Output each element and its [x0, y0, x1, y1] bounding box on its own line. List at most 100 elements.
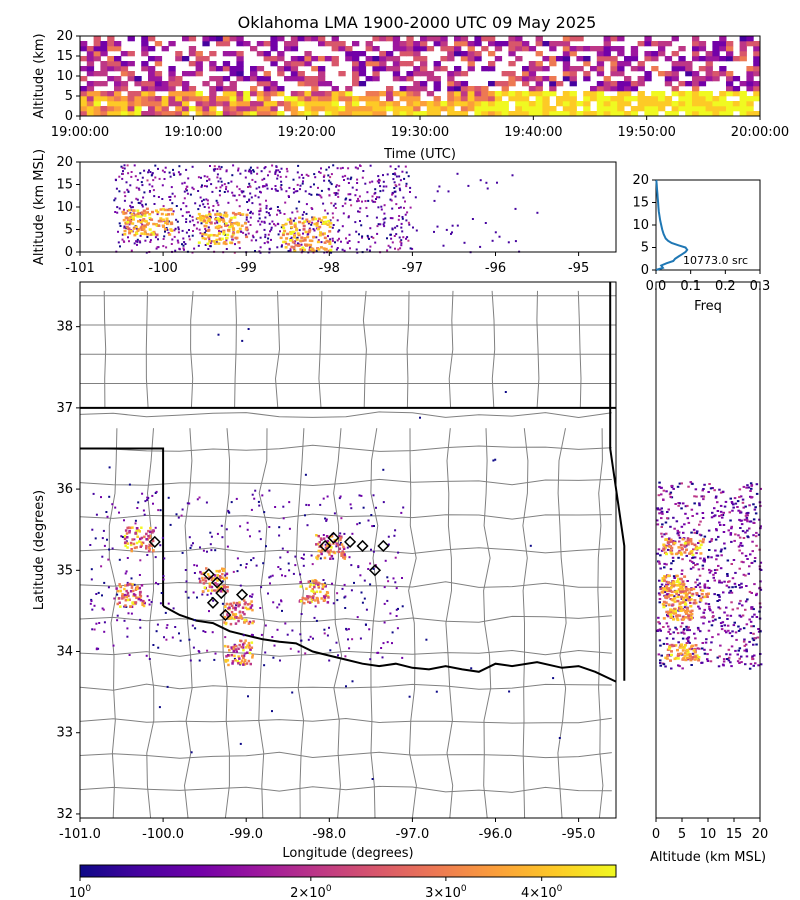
time-height-cell — [556, 41, 564, 47]
lat-height-cell — [686, 504, 689, 507]
lat-height-cell — [753, 508, 757, 511]
lat-height-cell — [665, 622, 669, 625]
time-height-cell — [365, 41, 373, 47]
plan-view-source — [197, 650, 200, 652]
lat-height-cell — [755, 531, 758, 534]
time-height-cell — [324, 96, 333, 102]
time-height-cell — [454, 51, 462, 57]
plan-view-source — [345, 685, 347, 688]
time-height-cell — [732, 56, 741, 62]
time-height-cell — [454, 86, 462, 92]
time-height-cell — [569, 91, 577, 97]
lat-height-cell — [682, 531, 685, 534]
lon-height-cell — [323, 248, 327, 251]
plan-view-source — [265, 545, 267, 548]
lat-height-cell — [685, 656, 689, 659]
time-height-cell — [562, 91, 571, 97]
lat-height-cell — [682, 617, 686, 621]
lat-height-cell — [733, 497, 737, 500]
lat-height-cell — [738, 518, 741, 521]
plan-view-source — [307, 600, 310, 604]
time-height-cell — [304, 56, 312, 62]
time-height-cell — [637, 101, 645, 107]
lat-height-cell — [701, 489, 704, 492]
lat-height-cell — [747, 572, 750, 575]
plan-view-source — [188, 638, 191, 641]
plan-view-source — [394, 556, 397, 559]
lat-height-cell — [738, 549, 741, 552]
lon-height-cell — [346, 177, 349, 180]
time-height-cell — [671, 91, 679, 97]
plan-view-source — [251, 593, 254, 596]
plan-view-source — [225, 621, 228, 625]
lat-height-cell — [737, 629, 741, 632]
time-height-cell — [460, 56, 469, 62]
time-height-cell — [535, 86, 543, 92]
lon-height-cell — [377, 175, 380, 178]
time-height-cell — [617, 111, 625, 117]
lat-height-cell — [718, 607, 722, 610]
lon-height-cell — [286, 218, 290, 221]
plan-view-source — [134, 519, 137, 522]
lon-height-cell — [186, 192, 189, 195]
lon-height-cell — [507, 241, 510, 244]
lon-height-cell — [485, 181, 488, 184]
lat-height-cell — [730, 591, 734, 594]
plan-view-source — [140, 536, 144, 540]
time-height-cell — [127, 111, 135, 117]
lat-height-cell — [662, 543, 666, 546]
county-line — [557, 428, 567, 819]
lon-height-cell — [433, 199, 436, 202]
plan-view-source — [251, 608, 254, 612]
lon-height-cell — [136, 178, 139, 181]
time-height-cell — [406, 51, 414, 57]
plan-view-source — [148, 534, 152, 538]
time-height-ylabel: Altitude (km) — [32, 33, 47, 118]
lat-height-cell — [685, 653, 689, 656]
plan-view-source — [130, 549, 133, 553]
time-height-cell — [732, 106, 741, 112]
lon-height-cell — [306, 220, 309, 223]
lon-height-cell — [404, 213, 407, 216]
lon-height-cell — [208, 210, 211, 213]
time-height-cell — [297, 56, 305, 62]
lat-height-cell — [714, 549, 717, 552]
plan-view-source — [123, 519, 125, 522]
lon-height-cell — [398, 175, 401, 178]
lat-height-cell — [681, 631, 685, 634]
lon-height-cell — [224, 211, 228, 215]
lat-height-cell — [674, 503, 677, 505]
lat-height-cell — [715, 568, 719, 571]
lat-height-cell — [656, 523, 660, 526]
lon-height-cell — [220, 230, 223, 233]
lon-height-cell — [380, 205, 383, 208]
plan-view-source — [198, 496, 201, 499]
time-height-cell — [637, 91, 645, 97]
lat-height-cell — [718, 515, 721, 518]
plan-view-source — [116, 593, 119, 596]
lon-height-cell — [237, 241, 241, 244]
lon-height-cell — [349, 178, 352, 181]
lon-height-cell — [284, 201, 287, 204]
plan-view-source — [245, 563, 248, 565]
lon-height-cell — [137, 220, 140, 223]
lon-height-cell — [282, 240, 286, 244]
lat-height-cell — [711, 487, 714, 489]
plan-view-source — [321, 585, 325, 589]
lon-height-cell — [409, 191, 411, 193]
lon-height-cell — [150, 218, 154, 221]
lon-height-cell — [334, 202, 337, 205]
plan-view-source — [138, 540, 141, 543]
time-height-cell — [753, 51, 761, 57]
time-height-cell — [236, 91, 244, 97]
plan-view-source — [248, 602, 252, 606]
lon-height-cell — [216, 173, 219, 176]
plan-view-source — [214, 652, 217, 655]
colorbar-tick-label: 100 — [69, 884, 92, 900]
time-height-cell — [297, 101, 305, 107]
time-height-cell — [399, 41, 407, 47]
time-height-cell — [154, 106, 163, 112]
plan-view-source — [221, 536, 224, 539]
plan-view-source — [311, 588, 314, 591]
plan-view-source — [226, 607, 230, 610]
